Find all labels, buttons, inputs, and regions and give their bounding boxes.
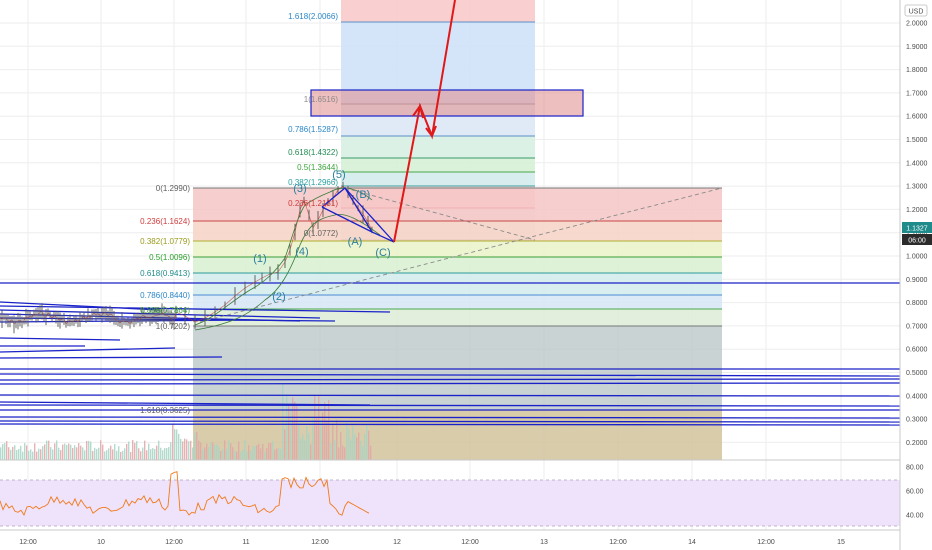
currency-label: USD: [909, 9, 924, 16]
y-tick-label: 0.8000: [906, 300, 928, 307]
fib-upper-label: 0.618(1.4322): [288, 148, 338, 157]
y-tick-label: 1.5000: [906, 137, 928, 144]
y-tick-label: 0.3000: [906, 417, 928, 424]
x-tick-label: 13: [540, 539, 548, 546]
x-tick-label: 12:00: [311, 539, 329, 546]
rsi-tick-label: 80.00: [906, 465, 924, 472]
wave-label: (A): [348, 236, 363, 248]
fib-lower-label: 0.382(1.0779): [140, 237, 190, 246]
wave-label: (4): [295, 246, 308, 258]
wave-label: (2): [272, 291, 285, 303]
y-tick-label: 0.4000: [906, 393, 928, 400]
fib-lower-label: 0.618(0.9413): [140, 269, 190, 278]
x-tick-label: 12:00: [757, 539, 775, 546]
price-axis[interactable]: 2.0000 1.9000 1.8000 1.7000 1.6000 1.5000 1.40…: [899, 0, 932, 550]
x-tick-label: 12:00: [609, 539, 627, 546]
x-tick-label: 14: [688, 539, 696, 546]
wave-label: (B): [356, 189, 371, 201]
abc-wave-lines[interactable]: [321, 187, 395, 243]
x-tick-label: 12:00: [19, 539, 37, 546]
projection-arrow[interactable]: [393, 0, 456, 243]
fib-upper-label: 0.786(1.5287): [288, 125, 338, 134]
x-tick-label: 12: [393, 539, 401, 546]
y-tick-label: 1.9000: [906, 44, 928, 51]
y-tick-label: 2.0000: [906, 21, 928, 28]
y-tick-label: 0.9000: [906, 277, 928, 284]
fib-lower-label: 0.236(1.1624): [140, 217, 190, 226]
fib-upper-label: 0.236(1.2131): [288, 199, 338, 208]
fib-lower-label: 0.886(0.7864): [140, 306, 190, 315]
wave-label: (5): [332, 169, 345, 181]
y-tick-label: 1.7000: [906, 90, 928, 97]
bands: [194, 187, 381, 331]
currency-badge[interactable]: USD: [904, 4, 928, 17]
wave-labels: (1) (2) (3) (4) (5) (A) (B) (C): [253, 169, 390, 303]
fib-upper-label: 1.618(2.0066): [288, 12, 338, 21]
y-tick-label: 0.2000: [906, 440, 928, 447]
fib-lower-label: 1(0.7202): [156, 322, 191, 331]
y-tick-label: 0.6000: [906, 347, 928, 354]
fib-upper-label: 0.382(1.2966): [288, 178, 338, 187]
y-tick-label: 1.6000: [906, 114, 928, 121]
x-tick-label: 15: [837, 539, 845, 546]
y-tick-label: 1.3000: [906, 184, 928, 191]
target-box[interactable]: [310, 89, 584, 117]
rsi-line: [0, 471, 370, 517]
rsi-tick-label: 40.00: [906, 513, 924, 520]
fib-upper-label: 0.5(1.3644): [297, 163, 338, 172]
volume-bars: [0, 383, 372, 460]
x-tick-label: 11: [242, 539, 249, 546]
fib-labels: 1.618(2.0066) 1(1.6516) 0.786(1.5287) 0.618…: [140, 12, 338, 415]
y-tick-label: 0.5000: [906, 370, 928, 377]
fib-lower-label: 0.5(1.0096): [149, 253, 190, 262]
fib-upper-label: 0(1.0772): [304, 229, 339, 238]
y-tick-label: 1.8000: [906, 67, 928, 74]
y-tick-label: 0.7000: [906, 323, 928, 330]
rsi-pane: [0, 459, 900, 527]
x-tick-label: 10: [97, 539, 105, 546]
x-tick-label: 12:00: [165, 539, 183, 546]
fib-retracement-lower: [193, 187, 722, 460]
last-price-value: 1.1327: [906, 226, 928, 233]
countdown-value: 06:00: [908, 238, 926, 245]
time-axis[interactable]: 12:00 10 12:00 11 12:00 12 12:00 13 12:00 14 12:00…: [0, 529, 900, 546]
wave-label: (C): [375, 247, 390, 259]
wave-label: (1): [253, 253, 266, 265]
wave-label: (3): [293, 183, 306, 195]
x-tick-label: 12:00: [461, 539, 479, 546]
fib-lower-label: 0.786(0.8440): [140, 291, 190, 300]
fib-lower-label: 0(1.2990): [156, 184, 191, 193]
rsi-tick-label: 60.00: [906, 489, 924, 496]
y-tick-label: 1.1000: [906, 230, 928, 237]
fib-upper-label: 1(1.6516): [304, 95, 339, 104]
y-tick-label: 1.4000: [906, 160, 928, 167]
y-tick-label: 1.2000: [906, 207, 928, 214]
fib-lower-label: 1.618(0.3625): [140, 406, 190, 415]
last-price-badge: 1.1327 06:00: [902, 222, 932, 245]
trend-lines[interactable]: [199, 187, 723, 323]
y-tick-label: 1.0000: [906, 254, 928, 261]
